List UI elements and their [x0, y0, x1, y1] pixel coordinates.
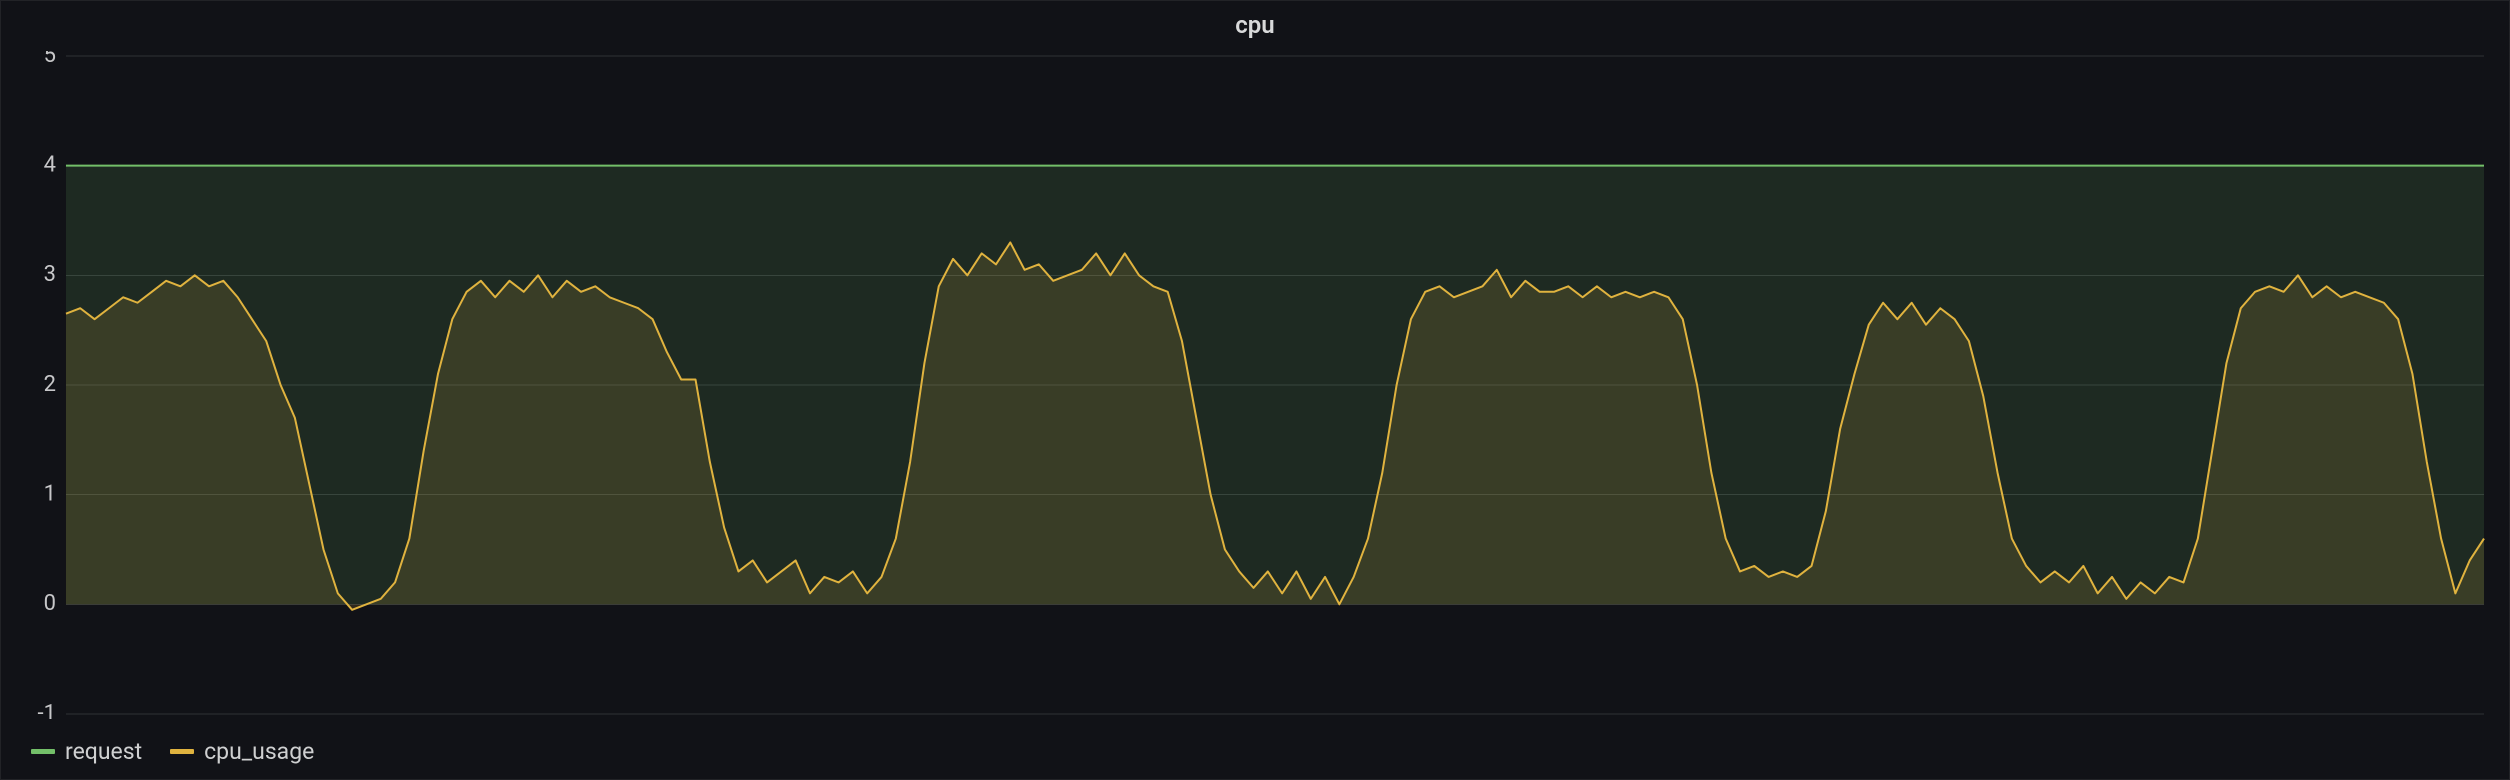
legend-item-request[interactable]: request [31, 738, 142, 765]
legend-swatch-cpu-usage [170, 749, 194, 754]
chart-panel: cpu -1 0 1 2 3 4 5 request cpu_usage [0, 0, 2510, 780]
svg-text:-1: -1 [38, 701, 56, 719]
legend-swatch-request [31, 749, 55, 754]
svg-text:0: 0 [44, 591, 56, 616]
svg-text:2: 2 [44, 372, 56, 397]
svg-text:5: 5 [44, 51, 56, 68]
legend: request cpu_usage [31, 738, 314, 765]
svg-text:1: 1 [44, 481, 56, 506]
svg-text:4: 4 [44, 152, 56, 177]
legend-label-request: request [65, 738, 142, 765]
chart-title: cpu [1, 1, 2509, 51]
chart-svg: -1 0 1 2 3 4 5 [21, 51, 2489, 719]
svg-text:3: 3 [44, 262, 56, 287]
legend-item-cpu-usage[interactable]: cpu_usage [170, 738, 314, 765]
legend-label-cpu-usage: cpu_usage [204, 738, 314, 765]
chart-plot[interactable]: -1 0 1 2 3 4 5 [21, 51, 2489, 719]
